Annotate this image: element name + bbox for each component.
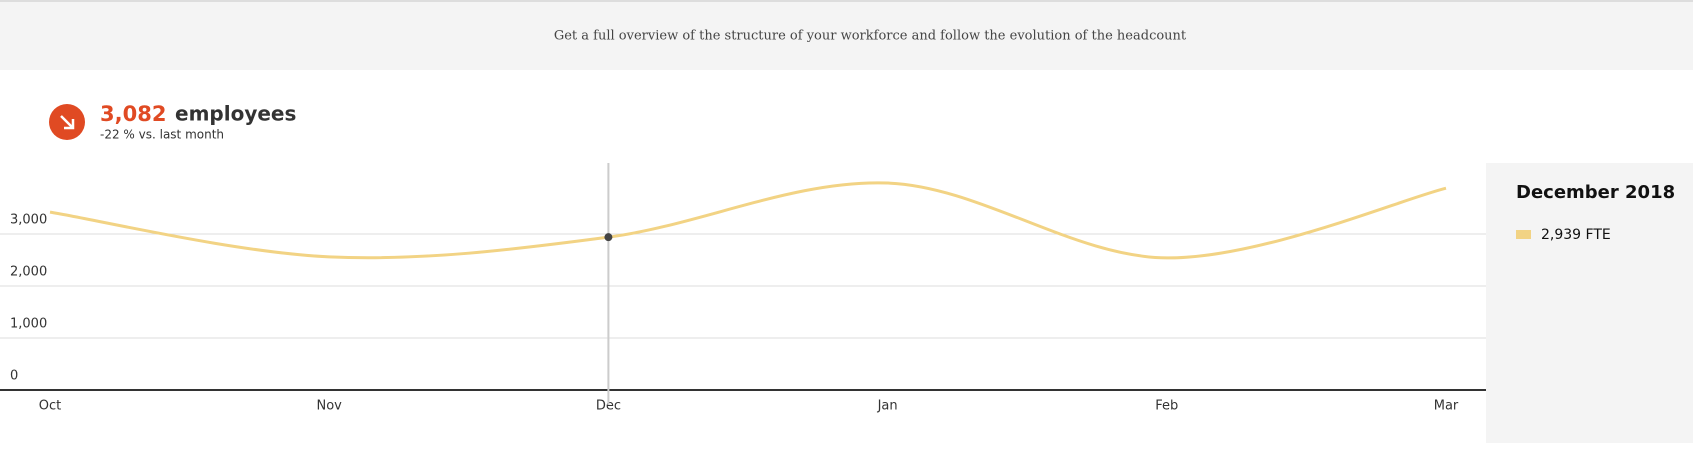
highlight-point xyxy=(604,233,613,242)
kpi-value: 3,082 xyxy=(100,102,166,126)
x-tick-label: Nov xyxy=(317,399,343,414)
tooltip-label: 2,939 FTE xyxy=(1541,227,1611,243)
kpi-icon xyxy=(49,104,85,140)
x-tick-label: Feb xyxy=(1155,399,1178,414)
x-tick-label: Mar xyxy=(1434,399,1459,414)
y-tick-label: 3,000 xyxy=(10,212,47,227)
header-description: Get a full overview of the structure of … xyxy=(554,29,1187,44)
x-tick-label: Jan xyxy=(877,399,898,414)
x-tick-label: Dec xyxy=(596,399,621,414)
kpi-icon-arrow xyxy=(60,115,75,130)
y-tick-label: 0 xyxy=(10,369,18,384)
kpi-change: -22 % vs. last month xyxy=(100,128,224,142)
tooltip-title: December 2018 xyxy=(1516,182,1675,203)
x-tick-label: Oct xyxy=(39,399,61,414)
tooltip-panel xyxy=(1486,163,1693,443)
y-tick-label: 2,000 xyxy=(10,264,47,279)
y-tick-label: 1,000 xyxy=(10,316,47,331)
tooltip-swatch xyxy=(1516,230,1531,239)
line-series xyxy=(49,181,1447,260)
kpi-unit: employees xyxy=(175,102,296,126)
header-band xyxy=(0,0,1693,70)
header-shadow xyxy=(0,0,1693,2)
